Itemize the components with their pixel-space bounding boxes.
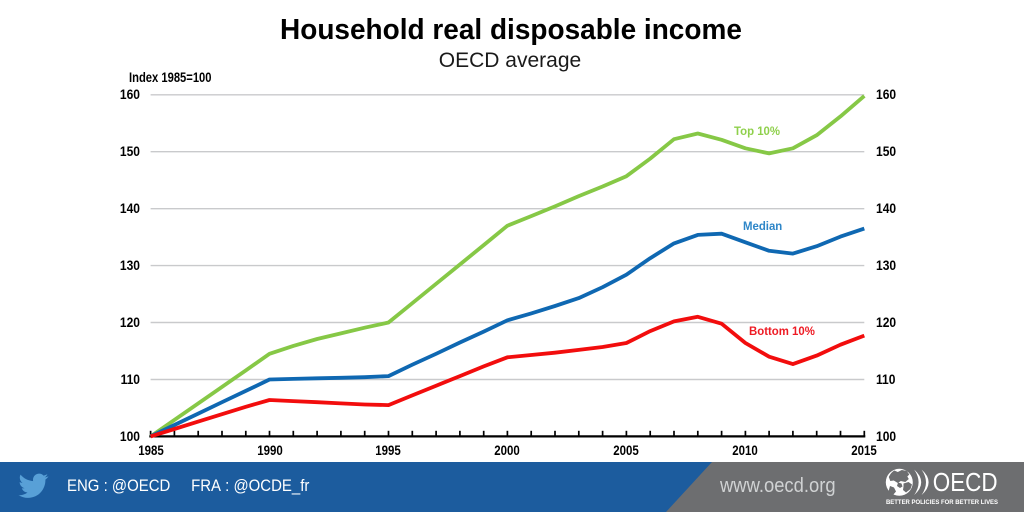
svg-text:OECD: OECD: [933, 469, 998, 497]
svg-text:BETTER POLICIES FOR BETTER LIV: BETTER POLICIES FOR BETTER LIVES: [886, 499, 999, 506]
